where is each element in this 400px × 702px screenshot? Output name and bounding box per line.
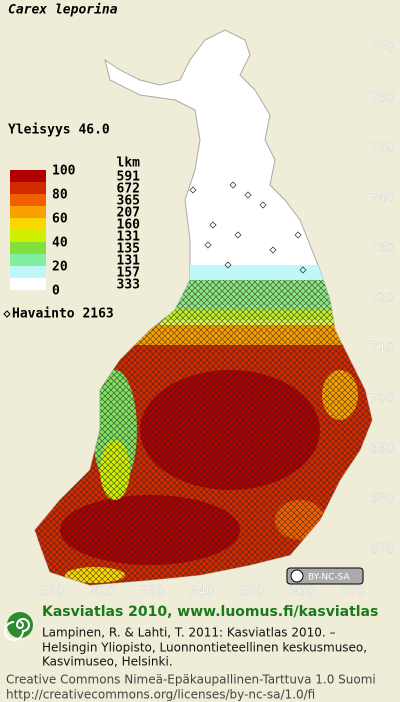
legend-swatch [10,254,46,266]
legend-swatch [10,278,46,290]
citation: Lampinen, R. & Lahti, T. 2011: Kasviatla… [42,626,336,640]
cc-badge: BY-NC-SA [286,567,364,585]
x-label: 320 [90,585,115,600]
legend-swatch [10,170,46,182]
legend-count: 157 [117,266,140,281]
x-label: 360 [290,585,315,600]
legend-count: 131 [117,254,141,269]
legend-count: 591 [117,170,141,185]
observation-symbol [3,310,11,318]
y-label: 730 [370,241,395,256]
title: Carex leporina [8,3,118,18]
license: Creative Commons Nimeä-Epäkaupallinen-Ta… [6,673,376,687]
legend-scale-label: 80 [52,188,68,203]
citation: Kasvimuseo, Helsinki. [42,655,173,669]
y-label: 750 [370,141,395,156]
x-label: 370 [340,585,365,600]
legend-swatch [10,218,46,230]
legend-swatch [10,242,46,254]
legend-swatch [10,266,46,278]
x-label: 330 [140,585,165,600]
axes: 770 760 750 740 730 720 710 700 690 680 670 310 320 3… [39,40,395,600]
y-label: 680 [370,491,395,506]
legend: 100806040200lkm5916723652071601311351311… [10,156,140,299]
badge: BY-NC-SA [308,573,351,583]
legend-count-header: lkm [117,156,141,171]
y-label: 770 [370,41,395,56]
y-label: 670 [370,542,395,557]
license-url: http://creativecommons.org/licenses/by-n… [6,688,315,702]
legend-swatch [10,194,46,206]
legend-scale-label: 0 [52,284,60,299]
y-label: 760 [370,91,395,106]
legend-count: 135 [117,242,140,257]
legend-swatch [10,230,46,242]
legend-swatch [10,182,46,194]
x-label: 340 [190,585,215,600]
legend-count: 207 [117,206,140,221]
y-label: 710 [370,341,395,356]
legend-count: 672 [117,182,140,197]
y-label: 700 [370,391,395,406]
legend-scale-label: 60 [52,212,68,227]
citation: Helsingin Yliopisto, Luonnontieteellinen… [42,641,367,655]
legend-scale-label: 20 [52,260,68,275]
x-label: 310 [40,585,65,600]
legend-count: 131 [117,230,141,245]
legend-scale-label: 100 [52,164,76,179]
footer-headline: Kasviatlas 2010, www.luomus.fi/kasviatla… [42,604,378,620]
legend-count: 333 [117,278,140,293]
logo [4,612,33,641]
legend-count: 365 [117,194,140,209]
observation: Havainto 2163 [12,307,114,322]
x-label: 350 [240,585,265,600]
legend-scale-label: 40 [52,236,68,251]
legend-swatch [10,206,46,218]
y-label: 720 [370,291,395,306]
y-label: 740 [370,191,395,206]
legend-count: 160 [117,218,141,233]
y-label: 690 [370,441,395,456]
frequency: Yleisyys 46.0 [8,123,110,138]
